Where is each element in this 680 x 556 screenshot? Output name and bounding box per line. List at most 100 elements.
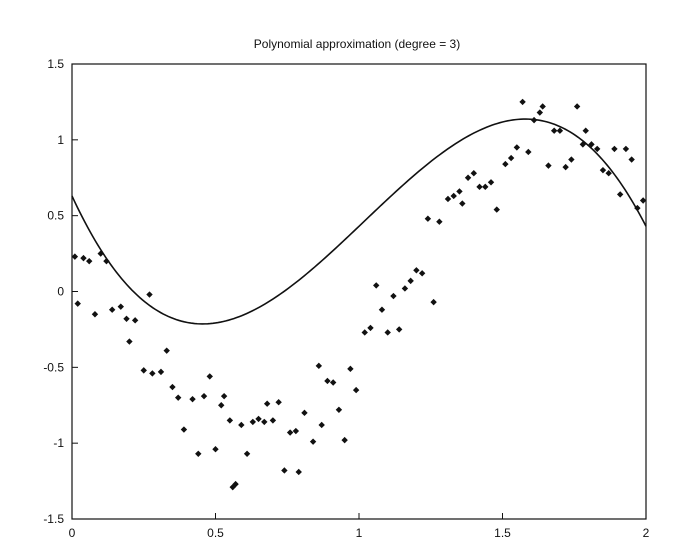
y-tick-label: 0 bbox=[57, 285, 64, 299]
scatter-point bbox=[226, 417, 234, 424]
scatter-point bbox=[292, 427, 300, 435]
scatter-point bbox=[149, 370, 156, 377]
scatter-point bbox=[459, 200, 466, 207]
y-axis-ticks: 1.5 1 0.5 0 -0.5 -1 -1.5 bbox=[43, 57, 78, 526]
scatter-point bbox=[315, 362, 323, 370]
scatter-point bbox=[450, 192, 457, 200]
scatter-point bbox=[378, 306, 386, 313]
scatter-point bbox=[131, 317, 139, 324]
scatter-point bbox=[545, 162, 552, 169]
y-tick-label: -0.5 bbox=[43, 360, 64, 374]
scatter-point bbox=[367, 324, 374, 332]
x-tick-label: 0 bbox=[69, 526, 76, 540]
scatter-point bbox=[341, 436, 348, 444]
scatter-point bbox=[599, 166, 607, 174]
scatter-point bbox=[588, 141, 595, 148]
scatter-point bbox=[424, 215, 432, 222]
scatter-point bbox=[347, 365, 354, 373]
scatter-point bbox=[218, 402, 225, 409]
scatter-point bbox=[525, 148, 532, 156]
scatter-point bbox=[390, 292, 397, 300]
scatter-point bbox=[384, 329, 391, 336]
scatter-point bbox=[502, 160, 509, 168]
y-tick-label: 0.5 bbox=[47, 209, 64, 223]
scatter-point bbox=[324, 377, 331, 385]
scatter-point bbox=[407, 277, 414, 285]
scatter-point bbox=[536, 109, 544, 116]
polynomial-fit-curve bbox=[71, 118, 647, 325]
scatter-point bbox=[295, 468, 302, 476]
scatter-point bbox=[255, 415, 262, 423]
y-tick-label: 1.5 bbox=[47, 57, 64, 71]
scatter-point bbox=[418, 270, 426, 277]
scatter-point bbox=[220, 392, 228, 400]
scatter-point bbox=[200, 392, 208, 400]
scatter-point bbox=[232, 480, 239, 488]
scatter-point bbox=[611, 145, 618, 153]
scatter-point bbox=[309, 438, 317, 445]
scatter-point bbox=[86, 257, 93, 265]
x-tick-label: 1.5 bbox=[494, 526, 511, 540]
scatter-point bbox=[622, 145, 630, 153]
scatter-point bbox=[329, 379, 337, 386]
scatter-point bbox=[123, 315, 130, 322]
scatter-point bbox=[605, 170, 612, 177]
scatter-point bbox=[639, 197, 647, 204]
scatter-point bbox=[263, 400, 271, 407]
scatter-point bbox=[579, 141, 587, 148]
scatter-point bbox=[568, 156, 575, 163]
scatter-points bbox=[71, 98, 647, 491]
scatter-point bbox=[562, 163, 569, 171]
scatter-point bbox=[464, 174, 472, 181]
scatter-point bbox=[395, 326, 403, 333]
scatter-point bbox=[301, 409, 308, 417]
scatter-point bbox=[275, 399, 282, 406]
scatter-point bbox=[269, 417, 277, 424]
y-tick-label: 1 bbox=[57, 133, 64, 147]
scatter-point bbox=[195, 450, 202, 457]
scatter-point bbox=[103, 257, 110, 265]
scatter-point bbox=[126, 338, 133, 345]
scatter-point bbox=[238, 421, 245, 429]
scatter-point bbox=[556, 127, 564, 134]
scatter-point bbox=[335, 406, 343, 413]
scatter-point bbox=[243, 450, 251, 457]
scatter-point bbox=[493, 206, 500, 213]
y-tick-label: -1.5 bbox=[43, 512, 64, 526]
scatter-point bbox=[261, 418, 268, 426]
scatter-point bbox=[169, 383, 176, 391]
scatter-point bbox=[91, 311, 99, 318]
scatter-point bbox=[97, 250, 104, 257]
scatter-point bbox=[470, 170, 477, 177]
scatter-point bbox=[573, 103, 581, 110]
scatter-point bbox=[212, 446, 219, 453]
scatter-point bbox=[71, 253, 79, 260]
scatter-point bbox=[352, 386, 360, 394]
scatter-point bbox=[487, 179, 495, 186]
scatter-point bbox=[286, 429, 294, 436]
scatter-point bbox=[206, 373, 213, 380]
scatter-point bbox=[616, 191, 624, 198]
scatter-point bbox=[539, 103, 546, 110]
scatter-point bbox=[117, 303, 124, 310]
scatter-point bbox=[594, 145, 601, 153]
scatter-point bbox=[180, 426, 188, 433]
scatter-point bbox=[456, 188, 463, 195]
x-tick-label: 2 bbox=[643, 526, 650, 540]
scatter-point bbox=[146, 291, 153, 298]
scatter-point bbox=[513, 144, 521, 151]
scatter-point bbox=[507, 154, 515, 162]
scatter-point bbox=[401, 285, 409, 292]
scatter-point bbox=[373, 282, 380, 289]
scatter-point bbox=[634, 204, 641, 212]
scatter-point bbox=[157, 368, 165, 376]
scatter-point bbox=[361, 329, 368, 336]
scatter-point bbox=[163, 347, 170, 354]
scatter-point bbox=[413, 267, 420, 274]
x-axis-ticks: 0 0.5 1 1.5 2 bbox=[69, 513, 650, 540]
scatter-point bbox=[519, 98, 526, 106]
scatter-point bbox=[74, 300, 81, 307]
scatter-point bbox=[582, 127, 589, 134]
